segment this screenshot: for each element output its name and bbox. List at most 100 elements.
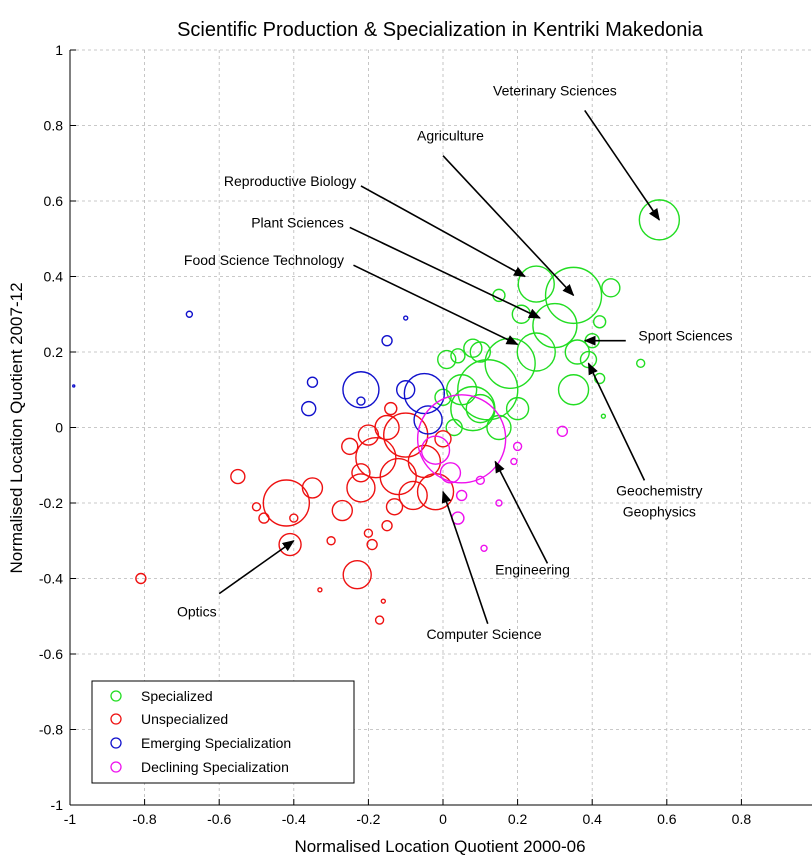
y-tick-label: -0.8 (39, 722, 63, 738)
point-emerging-specialization (381, 334, 393, 347)
point-declining-specialization (455, 489, 468, 502)
y-tick-label: 0.4 (44, 269, 64, 285)
legend-label-declining: Declining Specialization (141, 759, 289, 775)
annotation-engineering: Engineering (495, 562, 570, 578)
point-specialized (463, 338, 483, 358)
point-unspecialized (230, 468, 246, 485)
annotation-sport-sciences: Sport Sciences (638, 328, 732, 344)
annotation-computer-science: Computer Science (426, 626, 541, 642)
point-unspecialized (374, 615, 385, 625)
x-tick-label: -0.2 (356, 811, 380, 827)
point-emerging-specialization (306, 376, 319, 388)
point-unspecialized (251, 502, 262, 512)
point-unspecialized (381, 519, 393, 532)
point-emerging-specialization (403, 372, 446, 415)
point-declining-specialization (480, 544, 488, 552)
point-specialized (635, 358, 646, 369)
point-specialized (517, 265, 555, 303)
point-declining-specialization (416, 394, 507, 484)
arrow-reproductive-biology (360, 185, 526, 278)
legend-box (91, 680, 355, 784)
x-tick-label: -1 (64, 811, 77, 827)
point-specialized (469, 341, 491, 363)
annotation-optics: Optics (177, 603, 217, 619)
point-emerging-specialization (396, 380, 416, 400)
y-tick-label: 0.8 (44, 118, 64, 134)
x-tick-label: 0.4 (582, 811, 602, 827)
arrow-veterinary-sciences (584, 109, 661, 221)
point-specialized (437, 349, 457, 370)
point-specialized (505, 396, 530, 421)
arrow-geochemistry-geophysics (587, 362, 646, 481)
axes: -1 -0.8 -0.6 -0.4 -0.2 0 0.2 0.4 0.6 0.8 1 -1 -0.8 -0… (39, 42, 812, 827)
point-unspecialized (379, 457, 417, 496)
annotation-agriculture: Agriculture (417, 128, 484, 144)
point-emerging-specialization (413, 405, 443, 435)
y-axis-label: Normalised Location Quotient 2007-12 (7, 282, 26, 573)
point-unspecialized (366, 538, 378, 551)
y-tick-label: 0.6 (44, 193, 64, 209)
y-tick-label: -0.6 (39, 646, 63, 662)
x-tick-label: 0.2 (508, 811, 528, 827)
point-specialized (557, 374, 590, 406)
point-unspecialized (331, 499, 353, 522)
point-unspecialized (357, 424, 380, 446)
point-unspecialized (398, 480, 428, 511)
point-emerging-specialization (356, 396, 366, 406)
x-tick-label: 0 (439, 811, 447, 827)
y-tick-label: -0.4 (39, 571, 63, 587)
point-unspecialized (355, 437, 397, 479)
annotation-reproductive-biology: Reproductive Biology (224, 173, 356, 189)
point-unspecialized (289, 513, 299, 523)
annotation-food-science-technology: Food Science Technology (184, 252, 344, 268)
point-unspecialized (384, 401, 398, 416)
point-unspecialized (351, 463, 371, 483)
legend-marker-specialized (110, 690, 122, 702)
arrow-food-science-technology (353, 264, 519, 346)
legend-marker-unspecialized (110, 713, 122, 725)
point-declining-specialization (439, 462, 462, 484)
point-unspecialized (262, 479, 311, 527)
point-specialized (593, 372, 606, 385)
annotations: Veterinary Sciences Agriculture Reproducti… (177, 82, 733, 642)
annotation-geochemistry-geophysics: Geochemistry Geophysics (616, 482, 702, 519)
point-declining-specialization (420, 435, 451, 465)
point-emerging-specialization (342, 371, 380, 409)
legend-label-emerging: Emerging Specialization (141, 735, 291, 751)
point-declining-specialization (510, 457, 518, 466)
point-declining-specialization (512, 441, 523, 452)
point-specialized (592, 315, 607, 329)
x-tick-label: 0.8 (732, 811, 752, 827)
y-tick-label: 0 (55, 420, 63, 436)
legend-label-unspecialized: Unspecialized (141, 711, 228, 727)
point-unspecialized (385, 498, 404, 516)
x-tick-label: -0.4 (282, 811, 306, 827)
x-tick-label: -0.6 (207, 811, 231, 827)
point-emerging-specialization (403, 315, 409, 321)
point-emerging-specialization (72, 384, 76, 388)
point-emerging-specialization (301, 400, 317, 417)
point-specialized (544, 266, 603, 325)
point-specialized (601, 278, 621, 298)
annotation-veterinary-sciences: Veterinary Sciences (493, 82, 617, 98)
point-unspecialized (301, 477, 324, 499)
point-unspecialized (383, 412, 429, 458)
point-unspecialized (363, 528, 374, 538)
x-tick-label: 0.6 (657, 811, 677, 827)
y-tick-label: -0.2 (39, 495, 63, 511)
annotation-plant-sciences: Plant Sciences (251, 214, 344, 230)
x-tick-label: -0.8 (133, 811, 157, 827)
legend: Specialized Unspecialized Emerging Speci… (91, 680, 355, 784)
point-emerging-specialization (185, 310, 194, 318)
point-specialized (600, 413, 607, 419)
point-unspecialized (346, 473, 376, 503)
point-specialized (450, 348, 466, 364)
point-declining-specialization (495, 499, 503, 507)
point-unspecialized (258, 512, 270, 524)
x-axis-label: Normalised Location Quotient 2000-06 (294, 837, 585, 856)
legend-label-specialized: Specialized (141, 688, 213, 704)
arrow-optics (218, 540, 295, 595)
y-tick-label: 1 (55, 42, 63, 58)
